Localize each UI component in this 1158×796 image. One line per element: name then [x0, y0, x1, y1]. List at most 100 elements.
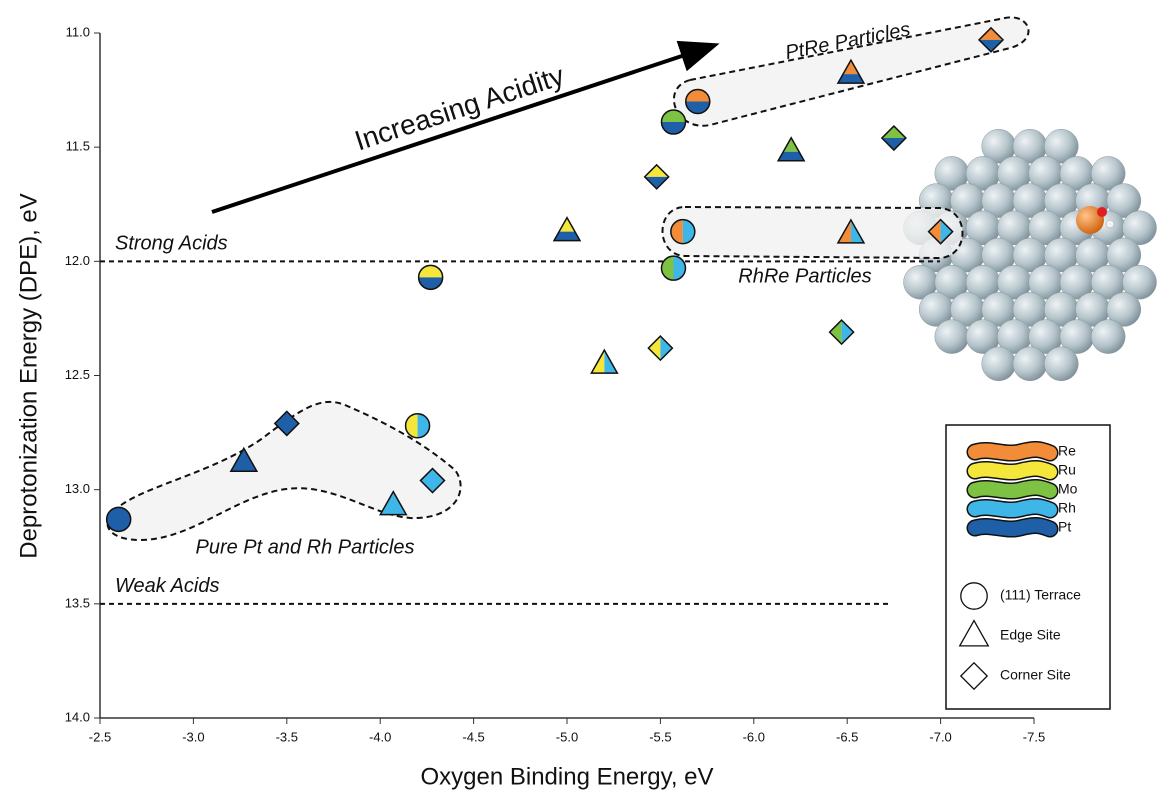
marker-part — [643, 163, 670, 190]
atom — [1105, 219, 1115, 229]
marker-part — [590, 348, 619, 374]
y-tick-label: 14.0 — [65, 709, 90, 724]
marker-part — [836, 218, 866, 244]
legend: Re Ru Mo Rh Pt (111) Terrace Edge Site Corner S… — [945, 424, 1111, 710]
y-tick-label: 13.0 — [65, 481, 90, 496]
legend-symbol — [959, 661, 989, 691]
marker-part — [417, 413, 430, 438]
pure-label: Pure Pt and Rh Particles — [196, 536, 415, 558]
y-axis-title: Deprotonization Energy (DPE), eV — [15, 193, 42, 559]
legend-label: Re — [1058, 443, 1076, 459]
marker-part — [776, 136, 806, 162]
x-tick-label: -7.0 — [929, 729, 951, 744]
marker-part — [559, 217, 575, 232]
pure-group-outline — [106, 400, 462, 542]
x-axis-title: Oxygen Binding Energy, eV — [420, 763, 713, 790]
data-point — [828, 319, 855, 346]
x-tick-label: -3.5 — [276, 729, 298, 744]
data-point — [685, 88, 711, 115]
x-tick-label: -4.0 — [369, 729, 391, 744]
data-point — [836, 58, 866, 84]
marker-part — [880, 124, 907, 152]
atom — [1090, 319, 1126, 354]
rhre-group-outline — [661, 205, 964, 260]
marker-part — [841, 320, 854, 345]
marker-part — [836, 58, 866, 84]
legend-swatch — [968, 518, 1057, 536]
data-point — [417, 264, 444, 291]
marker-part — [927, 218, 954, 245]
marker-part — [418, 277, 443, 290]
legend-label: (111) Terrace — [1000, 587, 1081, 603]
marker-part — [829, 320, 842, 345]
threshold-label: Weak Acids — [115, 575, 219, 597]
atom — [981, 346, 1016, 382]
marker-part — [660, 109, 687, 135]
marker-part — [960, 582, 988, 610]
marker-part — [928, 219, 941, 244]
marker-part — [661, 256, 674, 281]
x-tick-label: -4.5 — [462, 729, 484, 744]
marker-part — [977, 26, 1005, 53]
marker-part — [843, 60, 859, 75]
atom — [934, 319, 970, 354]
marker-part — [979, 39, 1004, 52]
marker-part — [881, 126, 906, 139]
marker-part — [660, 336, 673, 361]
marker-part — [661, 110, 686, 123]
atom — [1076, 206, 1104, 234]
data-point — [927, 218, 954, 245]
marker-part — [647, 335, 674, 362]
marker-part — [273, 410, 300, 437]
x-tick-label: -5.0 — [556, 729, 578, 744]
y-tick-label: 12.5 — [65, 367, 90, 382]
legend-swatch — [968, 461, 1057, 479]
data-point — [419, 467, 446, 494]
marker-part — [685, 101, 710, 114]
marker-part — [552, 216, 582, 242]
marker-part — [660, 255, 687, 281]
x-tick-label: -2.5 — [89, 729, 111, 744]
marker-part — [670, 219, 683, 244]
atom — [1106, 183, 1142, 218]
marker-part — [979, 27, 1004, 40]
data-point — [647, 335, 674, 362]
data-point — [273, 410, 300, 437]
acidity-label: Increasing Acidity — [351, 60, 568, 157]
y-tick-label: 11.0 — [66, 24, 90, 39]
marker-part — [783, 137, 800, 152]
legend-swatch — [968, 442, 1057, 460]
marker-part — [404, 412, 431, 439]
x-tick-label: -5.5 — [649, 729, 671, 744]
data-point — [590, 348, 619, 374]
data-point — [660, 255, 687, 281]
data-point — [552, 216, 582, 242]
atom — [1090, 156, 1126, 191]
legend-label: Mo — [1058, 481, 1078, 497]
legend-swatch — [968, 480, 1057, 498]
data-point — [670, 218, 696, 245]
marker-part — [828, 319, 855, 346]
atom — [1097, 207, 1107, 217]
atom — [1106, 237, 1142, 273]
data-point — [977, 26, 1005, 53]
x-tick-label: -6.0 — [743, 729, 765, 744]
legend-label: Ru — [1058, 462, 1076, 478]
marker-part — [685, 88, 711, 115]
marker-part — [644, 176, 669, 189]
marker-part — [378, 490, 408, 516]
legend-symbol — [960, 582, 988, 610]
x-tick-label: -7.5 — [1023, 729, 1045, 744]
marker-part — [554, 231, 580, 241]
marker-part — [958, 619, 990, 647]
data-point — [836, 218, 866, 244]
marker-part — [685, 89, 710, 102]
atom — [1106, 292, 1142, 327]
atom — [1122, 210, 1157, 246]
marker-part — [105, 506, 132, 533]
data-point — [105, 506, 132, 533]
marker-part — [418, 265, 443, 278]
marker-part — [229, 446, 259, 473]
atom — [1012, 346, 1048, 382]
